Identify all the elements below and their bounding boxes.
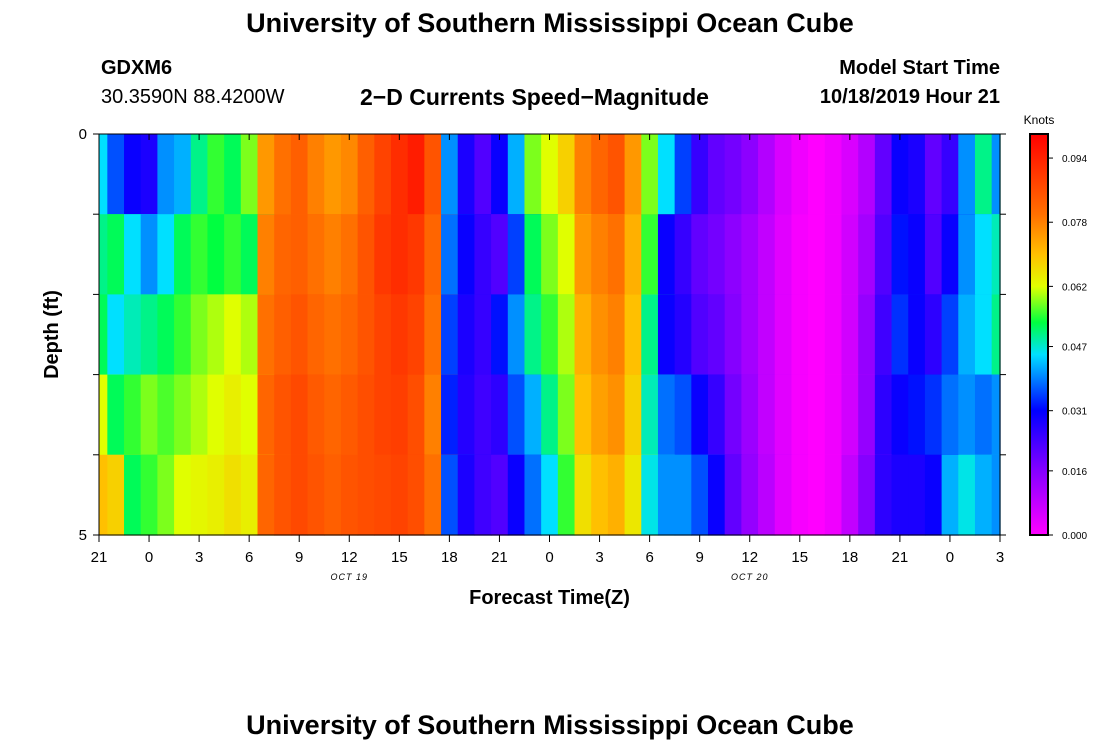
x-tick-label: 3 xyxy=(996,549,1004,566)
model-start-label: Model Start Time xyxy=(839,57,1000,79)
date-label: OCT 20 xyxy=(731,572,769,582)
x-tick-label: 6 xyxy=(245,549,253,566)
station-coords: 30.3590N 88.4200W xyxy=(101,86,285,108)
y-tick-label: 0 xyxy=(79,126,87,143)
y-axis: 05 xyxy=(79,126,1006,544)
heatmap-cell xyxy=(991,294,1001,376)
x-tick-label: 15 xyxy=(791,549,808,566)
x-tick-label: 18 xyxy=(841,549,858,566)
x-tick-label: 3 xyxy=(595,549,603,566)
colorbar-tick-label: 0.062 xyxy=(1062,282,1087,293)
chart-title: 2−D Currents Speed−Magnitude xyxy=(360,84,709,110)
heatmap-cell xyxy=(991,374,1001,456)
heatmap-cell xyxy=(991,214,1001,295)
x-tick-label: 21 xyxy=(892,549,909,566)
x-tick-label: 0 xyxy=(946,549,954,566)
x-tick-label: 6 xyxy=(645,549,653,566)
model-start-value: 10/18/2019 Hour 21 xyxy=(819,86,1000,108)
y-tick-label: 5 xyxy=(79,527,87,544)
x-tick-label: 9 xyxy=(295,549,303,566)
colorbar-tick-label: 0.078 xyxy=(1062,218,1087,229)
colorbar-unit-label: Knots xyxy=(1024,113,1055,127)
x-tick-label: 0 xyxy=(545,549,553,566)
x-tick-label: 3 xyxy=(195,549,203,566)
page-title-top: University of Southern Mississippi Ocean… xyxy=(246,8,854,38)
x-axis-label: Forecast Time(Z) xyxy=(469,587,630,609)
date-label: OCT 19 xyxy=(331,572,369,582)
page-title-bottom: University of Southern Mississippi Ocean… xyxy=(246,710,854,740)
y-axis-label: Depth (ft) xyxy=(41,290,63,379)
x-tick-label: 21 xyxy=(91,549,108,566)
heatmap-cell xyxy=(991,454,1001,536)
x-tick-label: 0 xyxy=(145,549,153,566)
station-id: GDXM6 xyxy=(101,57,173,79)
colorbar-ticks: 0.000 0.016 0.031 0.047 0.062 0.078 0.094 xyxy=(1048,154,1087,542)
x-tick-label: 18 xyxy=(441,549,458,566)
heatmap-cell xyxy=(991,134,1001,215)
x-axis: 21 0 3 6 9 12 15 18 21 0 3 6 9 12 15 18 21 0 3 OCT 19 OCT 20 xyxy=(91,134,1004,582)
x-tick-label: 9 xyxy=(695,549,703,566)
colorbar-tick-label: 0.016 xyxy=(1062,467,1087,478)
x-tick-label: 12 xyxy=(341,549,358,566)
colorbar-tick-label: 0.031 xyxy=(1062,407,1087,418)
colorbar-tick-label: 0.000 xyxy=(1062,531,1087,542)
x-tick-label: 12 xyxy=(741,549,758,566)
x-tick-label: 21 xyxy=(491,549,508,566)
colorbar xyxy=(1029,133,1049,536)
colorbar-tick-label: 0.047 xyxy=(1062,343,1087,354)
heatmap-cells xyxy=(99,134,1001,536)
colorbar-tick-label: 0.094 xyxy=(1062,154,1087,165)
x-tick-label: 15 xyxy=(391,549,408,566)
